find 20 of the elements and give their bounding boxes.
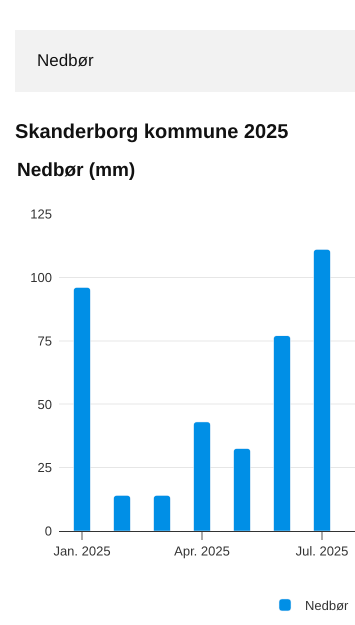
- bar: [73, 287, 91, 531]
- y-tick-label: 50: [38, 396, 52, 412]
- bar: [233, 448, 251, 531]
- y-tick-label: 25: [38, 460, 52, 476]
- bar: [113, 495, 131, 531]
- x-tick-label: Apr. 2025: [174, 544, 230, 559]
- y-tick-label: 75: [38, 333, 52, 348]
- bar: [153, 495, 171, 531]
- chart-title: Skanderborg kommune 2025: [15, 121, 288, 143]
- text: Nedbør: [37, 51, 94, 70]
- y-tick-label: 100: [30, 270, 52, 285]
- bar: [313, 249, 331, 531]
- y-tick-label: 125: [30, 206, 52, 222]
- bar: [273, 335, 291, 531]
- legend-label: Nedbør: [305, 598, 350, 614]
- bar: [193, 422, 211, 531]
- y-tick-label: 0: [44, 524, 52, 539]
- chart-subtitle: Nedbør (mm): [17, 160, 136, 181]
- x-tick-label: Jan. 2025: [53, 544, 111, 559]
- x-tick-label: Jul. 2025: [296, 544, 348, 559]
